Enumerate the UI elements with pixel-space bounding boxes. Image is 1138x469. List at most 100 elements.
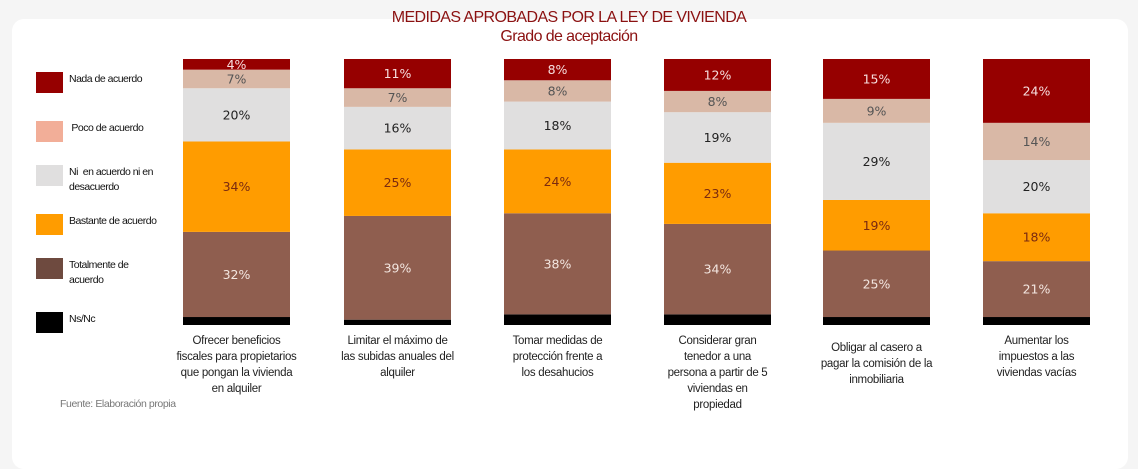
bar-segment-ni-en-acuerdo-ni-en-desacuerdo xyxy=(504,101,611,150)
data-label-ni-en-acuerdo-ni-en-desacuerdo: 20% xyxy=(1023,179,1051,194)
source-note: Fuente: Elaboración propia xyxy=(60,398,176,410)
data-label-ni-en-acuerdo-ni-en-desacuerdo: 19% xyxy=(704,130,732,145)
category-label-line: Considerar gran xyxy=(678,335,757,347)
bar-segment-poco-de-acuerdo xyxy=(664,90,771,113)
category-label: Aumentar los impuestos a las viviendas vac… xyxy=(957,333,1117,381)
legend-label-line: desacuerdo xyxy=(69,181,119,193)
data-label-nada-de-acuerdo: 8% xyxy=(548,62,568,77)
legend-swatch xyxy=(36,258,63,279)
legend-swatch xyxy=(36,165,63,186)
category-label-line: impuestos a las xyxy=(998,351,1075,363)
category-label-line: propiedad xyxy=(693,399,742,411)
bar-segment-totalmente-de-acuerdo xyxy=(823,250,930,318)
category-label-line: viviendas vacías xyxy=(996,367,1077,379)
legend-label: Bastante de acuerdo xyxy=(69,214,174,229)
bar-segment-totalmente-de-acuerdo xyxy=(504,213,611,315)
data-label-bastante-de-acuerdo: 19% xyxy=(863,218,891,233)
category-label-line: protección frente a xyxy=(512,351,603,363)
bar-segment-ns-nc xyxy=(664,314,771,325)
bar-segment-ns-nc xyxy=(344,319,451,325)
data-label-nada-de-acuerdo: 24% xyxy=(1023,83,1051,98)
category-label: Ofrecer beneficios fiscales para propieta… xyxy=(157,333,317,397)
legend-item-totalmente-de-acuerdo: Totalmente de acuerdo xyxy=(36,258,174,288)
data-label-bastante-de-acuerdo: 34% xyxy=(223,179,251,194)
legend-label: Nada de acuerdo xyxy=(69,72,174,87)
data-label-poco-de-acuerdo: 7% xyxy=(227,71,247,86)
category-label-line: los desahucios xyxy=(521,367,594,379)
bar-segment-bastante-de-acuerdo xyxy=(183,141,290,232)
category-label: Obligar al casero a pagar la comisión de … xyxy=(797,340,957,388)
legend-label-line: Poco de acuerdo xyxy=(69,122,144,134)
legend-item-nada-de-acuerdo: Nada de acuerdo xyxy=(36,72,174,93)
data-label-totalmente-de-acuerdo: 38% xyxy=(544,256,572,271)
category-label-line: pagar la comisión de la xyxy=(820,358,933,370)
category-label-line: las subidas anuales del xyxy=(341,351,454,363)
legend-item-ni-en-acuerdo-ni-en-desacuerdo: Ni en acuerdo ni en desacuerdo xyxy=(36,165,174,195)
data-label-ni-en-acuerdo-ni-en-desacuerdo: 29% xyxy=(863,154,891,169)
bar-segment-ns-nc xyxy=(983,317,1090,325)
legend-label-line: Ni en acuerdo ni en xyxy=(69,166,153,178)
data-label-ni-en-acuerdo-ni-en-desacuerdo: 16% xyxy=(384,121,412,136)
bar-segment-ns-nc xyxy=(504,314,611,325)
category-label-line: que pongan la vivienda xyxy=(180,367,293,379)
chart-subtitle: Grado de aceptación xyxy=(500,28,638,45)
data-label-bastante-de-acuerdo: 23% xyxy=(704,186,732,201)
legend-label-line: Nada de acuerdo xyxy=(69,73,143,85)
bar-2: 39% 25% 16% 7% 11% xyxy=(344,59,451,325)
bar-segment-poco-de-acuerdo xyxy=(344,88,451,107)
category-label-line: Limitar el máximo de xyxy=(347,335,448,347)
legend-swatch xyxy=(36,312,63,333)
legend-label: Ns/Nc xyxy=(69,312,174,327)
data-label-poco-de-acuerdo: 7% xyxy=(388,90,408,105)
bar-segment-poco-de-acuerdo xyxy=(504,80,611,102)
category-label: Tomar medidas de protección frente a los d… xyxy=(478,333,638,381)
bar-segment-ni-en-acuerdo-ni-en-desacuerdo xyxy=(823,122,930,200)
bar-segment-bastante-de-acuerdo xyxy=(504,149,611,214)
category-label-line: Obligar al casero a xyxy=(831,342,922,354)
category-label-line: Ofrecer beneficios xyxy=(192,335,281,347)
bar-segment-poco-de-acuerdo xyxy=(983,122,1090,161)
category-label-line: tenedor a una xyxy=(683,351,752,363)
bar-5: 25% 19% 29% 9% 15% xyxy=(823,59,930,325)
bar-segment-nada-de-acuerdo xyxy=(344,59,451,89)
legend-swatch xyxy=(36,72,63,93)
data-label-totalmente-de-acuerdo: 34% xyxy=(704,262,732,277)
bar-4: 34% 23% 19% 8% 12% xyxy=(664,59,771,325)
bar-segment-bastante-de-acuerdo xyxy=(344,149,451,216)
data-label-nada-de-acuerdo: 4% xyxy=(227,57,247,72)
legend-item-bastante-de-acuerdo: Bastante de acuerdo xyxy=(36,214,174,235)
bar-segment-bastante-de-acuerdo xyxy=(664,162,771,224)
category-label-line: persona a partir de 5 xyxy=(667,367,768,379)
category-label-line: alquiler xyxy=(380,367,415,379)
category-label-line: Aumentar los xyxy=(1004,335,1069,347)
data-label-bastante-de-acuerdo: 25% xyxy=(384,175,412,190)
bar-segment-totalmente-de-acuerdo xyxy=(664,223,771,315)
bar-segment-ni-en-acuerdo-ni-en-desacuerdo xyxy=(344,106,451,150)
bar-6: 21% 18% 20% 14% 24% xyxy=(983,59,1090,325)
data-label-nada-de-acuerdo: 15% xyxy=(863,71,891,86)
data-label-ni-en-acuerdo-ni-en-desacuerdo: 18% xyxy=(544,118,572,133)
data-label-poco-de-acuerdo: 8% xyxy=(708,94,728,109)
data-label-ni-en-acuerdo-ni-en-desacuerdo: 20% xyxy=(223,107,251,122)
bar-segment-ni-en-acuerdo-ni-en-desacuerdo xyxy=(664,112,771,163)
bar-segment-poco-de-acuerdo xyxy=(823,98,930,123)
legend-label: Ni en acuerdo ni en desacuerdo xyxy=(69,165,174,195)
legend-label-line: acuerdo xyxy=(69,274,104,286)
data-label-nada-de-acuerdo: 12% xyxy=(704,67,732,82)
category-label-line: fiscales para propietarios xyxy=(176,351,297,363)
legend-item-ns-nc: Ns/Nc xyxy=(36,312,174,333)
data-label-poco-de-acuerdo: 14% xyxy=(1023,134,1051,149)
bar-segment-ns-nc xyxy=(823,317,930,325)
legend-item-poco-de-acuerdo: Poco de acuerdo xyxy=(36,121,174,142)
category-label-line: viviendas en xyxy=(687,383,748,395)
stacked-bar-chart: 32%34%20%7%4%39%25%16%7%11%38%24%18%8%8%… xyxy=(183,57,1090,325)
bar-segment-ni-en-acuerdo-ni-en-desacuerdo xyxy=(983,160,1090,214)
data-label-poco-de-acuerdo: 9% xyxy=(867,103,887,118)
legend-label-line: Ns/Nc xyxy=(69,313,96,325)
data-label-bastante-de-acuerdo: 18% xyxy=(1023,230,1051,245)
bar-segment-nada-de-acuerdo xyxy=(504,59,611,81)
legend-label-line: Bastante de acuerdo xyxy=(69,215,157,227)
category-label: Limitar el máximo de las subidas anuales … xyxy=(318,333,478,381)
legend-label-line: Totalmente de xyxy=(69,259,129,271)
legend-label: Poco de acuerdo xyxy=(69,121,174,136)
